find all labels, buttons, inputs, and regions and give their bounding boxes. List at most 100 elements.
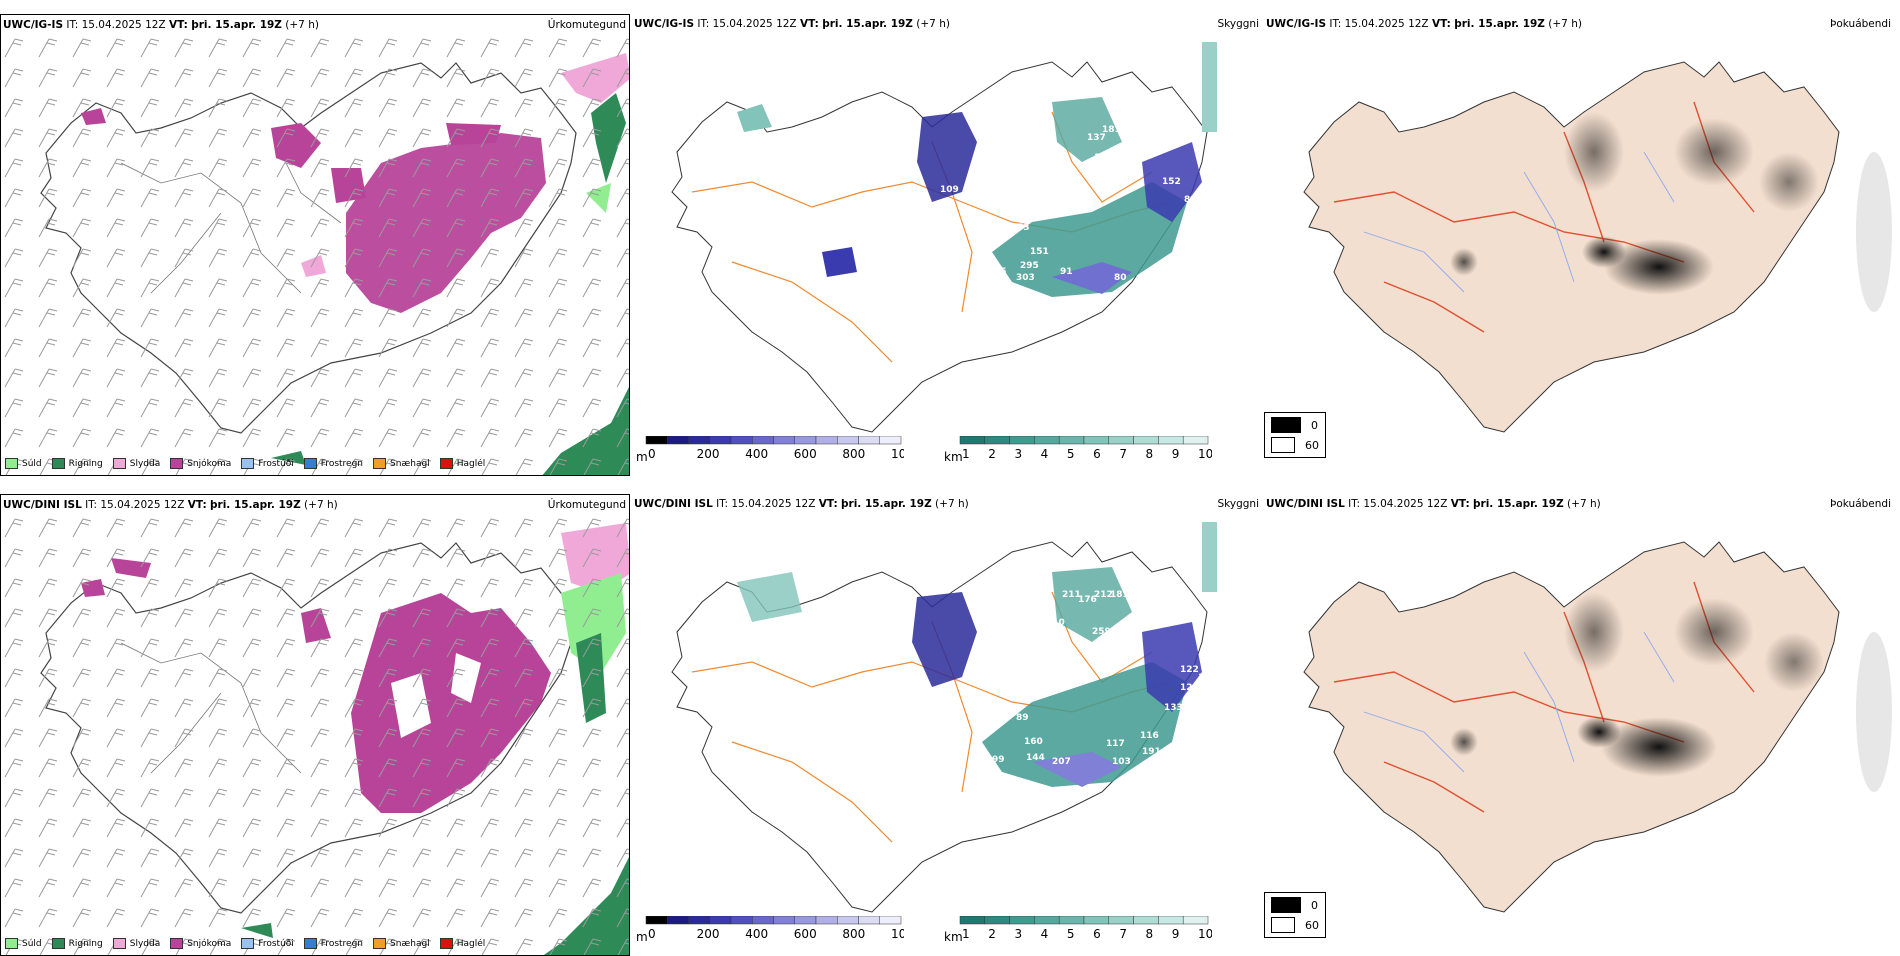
colorbar-swatch bbox=[645, 436, 668, 445]
svg-text:73: 73 bbox=[1017, 223, 1030, 233]
colorbar-swatch bbox=[709, 436, 732, 445]
colorbar-swatch bbox=[752, 916, 774, 925]
vis-unit: km bbox=[944, 450, 963, 464]
panel-title: Úrkomutegund bbox=[547, 19, 626, 31]
svg-text:295: 295 bbox=[1020, 261, 1039, 271]
visibility-labels: 181 120 137 121 90 52 109 73 151 295 303… bbox=[876, 125, 1210, 417]
colorbar-swatch bbox=[730, 436, 753, 445]
svg-text:103: 103 bbox=[1112, 757, 1131, 767]
colorbar-swatch bbox=[773, 436, 795, 445]
colorbar-tick-label: 6 bbox=[1093, 447, 1101, 460]
colorbar-swatch bbox=[1182, 436, 1209, 445]
precip-legend: Súld Rigning Slydda Snjókoma Frostúði Fr… bbox=[5, 458, 485, 469]
colorbar-swatch bbox=[1034, 916, 1060, 925]
svg-text:120: 120 bbox=[1120, 125, 1139, 135]
colorbar-swatch bbox=[1034, 436, 1060, 445]
panel-precip-type-igis: UWC/IG-IS IT: 15.04.2025 12Z VT: þri. 15… bbox=[0, 14, 630, 476]
svg-text:144: 144 bbox=[1026, 753, 1045, 763]
panel-header: UWC/IG-IS IT: 15.04.2025 12Z VT: þri. 15… bbox=[634, 18, 950, 30]
fog-legend-row: 60 bbox=[1271, 917, 1319, 933]
legend-item: Frostúði bbox=[241, 458, 294, 469]
colorbar-swatch bbox=[1009, 436, 1035, 445]
colorbar-tick-label: 1 bbox=[962, 447, 970, 460]
colorbar-swatch bbox=[1133, 916, 1159, 925]
colorbar-tick-label: 5 bbox=[1067, 447, 1075, 460]
svg-text:15: 15 bbox=[862, 741, 875, 751]
svg-text:303: 303 bbox=[1016, 273, 1035, 283]
colorbar-swatch bbox=[667, 436, 689, 445]
fog-legend-row: 0 bbox=[1271, 897, 1319, 913]
fog-legend-row: 60 bbox=[1271, 437, 1319, 453]
panel-title: Þokuábendi bbox=[1830, 498, 1891, 510]
colorbar-swatch bbox=[1133, 436, 1159, 445]
panel-title: Skyggni bbox=[1217, 498, 1260, 510]
legend-item: Slydda bbox=[112, 458, 160, 469]
svg-text:151: 151 bbox=[1030, 247, 1049, 257]
colorbar-tick-label: 1 bbox=[962, 927, 970, 940]
colorbar-swatch bbox=[858, 436, 880, 445]
visibility-map: 211 176 212 181 310 259 865 228 302 89 1… bbox=[671, 522, 1217, 913]
colorbar-tick-label: 8 bbox=[1146, 927, 1154, 940]
colorbar-swatch bbox=[645, 916, 668, 925]
svg-text:95: 95 bbox=[994, 267, 1007, 277]
colorbar-swatch bbox=[1058, 916, 1085, 925]
svg-text:91: 91 bbox=[1060, 267, 1073, 277]
colorbar-tick-label: 8 bbox=[1146, 447, 1154, 460]
colorbar-swatch bbox=[1108, 436, 1134, 445]
fog-map bbox=[1303, 541, 1892, 913]
colorbar-tick-label: 7 bbox=[1119, 927, 1127, 940]
panel-visibility-igis: UWC/IG-IS IT: 15.04.2025 12Z VT: þri. 15… bbox=[632, 14, 1262, 476]
colorbar-tick-label: 200 bbox=[697, 447, 720, 460]
legend-item: Haglél bbox=[439, 938, 485, 949]
svg-text:207: 207 bbox=[1052, 757, 1071, 767]
colorbar-tick-label: 0 bbox=[648, 927, 656, 940]
svg-text:89: 89 bbox=[1016, 713, 1029, 723]
legend-item: Snjókoma bbox=[170, 458, 231, 469]
colorbar-swatch bbox=[1083, 436, 1110, 445]
svg-text:90: 90 bbox=[1112, 173, 1125, 183]
svg-text:116: 116 bbox=[1140, 731, 1159, 741]
colorbar-tick-label: 7 bbox=[1119, 447, 1127, 460]
svg-text:152: 152 bbox=[1162, 177, 1181, 187]
panel-visibility-dini: UWC/DINI ISL IT: 15.04.2025 12Z VT: þri.… bbox=[632, 494, 1262, 956]
colorbar-swatch bbox=[773, 916, 795, 925]
colorbar-swatch bbox=[959, 916, 986, 925]
elevation-colorbar: 0 200 400 600 800 1000 bbox=[645, 436, 904, 460]
precip-map bbox=[1, 513, 629, 955]
legend-item: Rigning bbox=[51, 938, 103, 949]
colorbar-swatch bbox=[984, 436, 1010, 445]
svg-text:122: 122 bbox=[1180, 665, 1199, 675]
svg-text:121: 121 bbox=[1094, 153, 1113, 163]
fog-legend: 0 60 bbox=[1264, 412, 1326, 458]
legend-item: Frostregn bbox=[303, 938, 363, 949]
panel-precip-type-dini: UWC/DINI ISL IT: 15.04.2025 12Z VT: þri.… bbox=[0, 494, 630, 956]
panel-header: UWC/IG-IS IT: 15.04.2025 12Z VT: þri. 15… bbox=[1266, 18, 1582, 30]
legend-item: Slydda bbox=[112, 938, 160, 949]
vis-unit: km bbox=[944, 930, 963, 944]
svg-text:99: 99 bbox=[992, 755, 1005, 765]
panel-header: UWC/DINI ISL IT: 15.04.2025 12Z VT: þri.… bbox=[634, 498, 969, 510]
svg-text:137: 137 bbox=[1087, 133, 1106, 143]
colorbar-tick-label: 10 bbox=[1198, 447, 1212, 460]
colorbar-swatch bbox=[667, 916, 689, 925]
colorbar-swatch bbox=[815, 916, 838, 925]
svg-text:259: 259 bbox=[1092, 627, 1111, 637]
fog-map bbox=[1303, 61, 1892, 433]
svg-text:80: 80 bbox=[1114, 273, 1127, 283]
precip-map bbox=[1, 33, 629, 475]
svg-text:72: 72 bbox=[877, 407, 890, 417]
svg-text:109: 109 bbox=[940, 185, 959, 195]
legend-item: Snæhagl bbox=[373, 458, 430, 469]
panel-header: UWC/IG-IS IT: 15.04.2025 12Z VT: þri. 15… bbox=[3, 19, 319, 31]
svg-text:101: 101 bbox=[1198, 673, 1217, 683]
colorbar-swatch bbox=[794, 916, 817, 925]
legend-item: Súld bbox=[5, 458, 42, 469]
svg-text:310: 310 bbox=[1046, 618, 1065, 628]
colorbar-swatch bbox=[959, 436, 986, 445]
visibility-colorbar: 1 2 3 4 5 6 7 8 9 10 bbox=[959, 916, 1212, 940]
panel-fog-igis: UWC/IG-IS IT: 15.04.2025 12Z VT: þri. 15… bbox=[1264, 14, 1894, 476]
svg-text:52: 52 bbox=[1144, 145, 1157, 155]
colorbar-tick-label: 600 bbox=[794, 927, 817, 940]
legend-item: Haglél bbox=[439, 458, 485, 469]
svg-text:211: 211 bbox=[1062, 590, 1081, 600]
